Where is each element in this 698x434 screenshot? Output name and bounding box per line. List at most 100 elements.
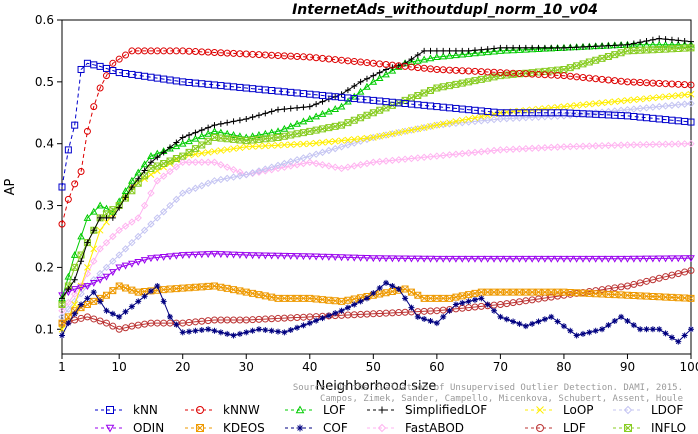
legend-item-kdeos: KDEOS [185,421,265,434]
point-inflo [153,162,161,170]
point-ldof [331,144,339,153]
point-cof [255,326,262,333]
point-simplifiedlof [306,103,313,110]
point-simplifiedlof [643,38,650,45]
point-cof [313,317,320,324]
point-fastabod [172,163,181,171]
point-cof [668,334,675,341]
point-simplifiedlof [198,127,205,134]
point-simplifiedlof [630,40,637,47]
point-odin [280,252,289,260]
point-cof [179,329,186,336]
x-tick-label: 10 [112,360,127,374]
point-loop [242,143,250,151]
point-simplifiedlof [71,276,78,283]
legend-marker-fastabod [377,423,387,433]
point-odin [649,255,657,263]
point-simplifiedlof [376,69,383,76]
point-fastabod [204,158,212,166]
point-simplifiedlof [243,115,250,122]
point-odin [636,255,645,263]
point-odin [623,255,632,263]
point-odin [426,255,435,263]
point-simplifiedlof [173,139,180,146]
point-cof [605,322,612,329]
point-lof [115,197,124,205]
point-odin [369,255,378,263]
x-axis-title: Neighborhood size [316,379,437,394]
point-simplifiedlof [167,144,174,151]
point-kdeos [64,313,72,321]
point-inflo [433,84,441,92]
point-fastabod [337,164,346,173]
point-kdeos [141,288,149,296]
point-ldof [490,115,498,124]
point-odin [210,250,219,258]
point-ldof [179,189,187,197]
point-odin [299,253,308,261]
point-odin [318,253,327,261]
point-loop [338,137,345,144]
point-odin [439,255,448,263]
point-fastabod [483,147,492,155]
point-loop [274,141,282,149]
point-simplifiedlof [255,112,262,119]
point-ldof [388,130,397,138]
point-cof [440,313,447,320]
point-fastabod [630,141,638,149]
point-loop [560,103,568,110]
point-cof [84,295,91,302]
point-odin [401,255,409,263]
point-cof [128,303,135,310]
point-ldof [344,141,352,149]
point-loop [261,142,269,150]
point-fastabod [680,140,689,148]
point-lof [147,152,155,159]
point-odin [407,255,416,263]
point-knnw [96,84,104,92]
point-simplifiedlof [427,47,434,54]
point-cof [122,308,129,315]
point-inflo [554,66,562,74]
point-ldof [172,195,181,204]
point-cof [459,299,466,306]
point-lof [668,40,676,48]
series-cof [59,279,694,345]
point-odin [337,254,346,262]
point-simplifiedlof [135,175,142,182]
point-loop [414,125,422,133]
point-cof [141,293,148,300]
point-ldof [109,257,117,265]
point-inflo [58,301,66,309]
point-odin [147,255,155,263]
point-inflo [611,51,619,59]
legend-marker-loop [536,406,544,414]
point-simplifiedlof [128,184,135,190]
point-lof [96,201,104,209]
point-loop [198,149,206,157]
point-ldf [96,317,104,325]
point-ldof [369,133,378,142]
point-odin [547,255,556,263]
point-cof [579,330,586,337]
source-watermark-line-2: Campos, Zimek, Sander, Campello, Micenko… [320,394,683,404]
point-ldof [147,220,155,228]
point-loop [217,147,225,154]
point-odin [394,255,403,263]
point-odin [382,255,390,263]
y-tick-label: 0.3 [35,199,54,213]
point-ldf [687,267,695,274]
point-lof [64,272,73,280]
series-ldf [58,267,695,333]
point-loop [605,98,612,106]
point-knnw [83,127,91,135]
point-loop [554,103,561,111]
point-lof [274,127,282,135]
legend-marker-knnw [196,406,204,414]
point-lof [483,48,492,56]
point-simplifiedlof [217,120,224,127]
point-ldof [674,101,683,109]
point-fastabod [547,143,555,152]
legend-marker-lof [295,405,305,414]
